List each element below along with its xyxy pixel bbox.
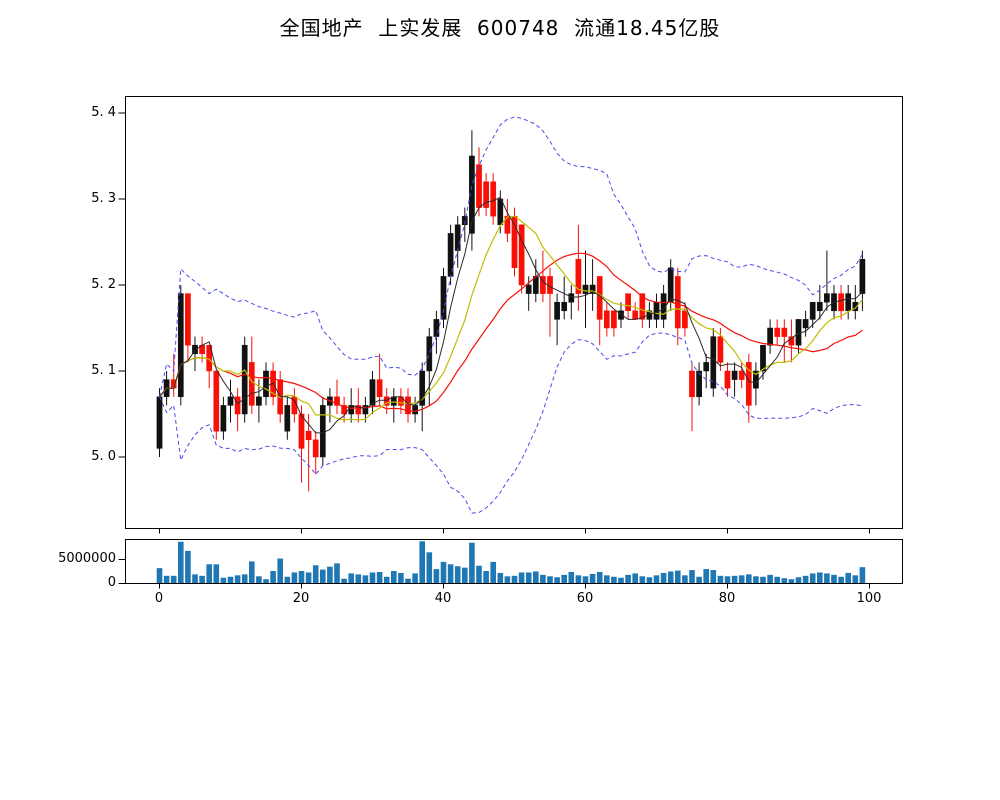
axes-borders xyxy=(125,96,903,584)
volume-tick-label: 0 xyxy=(107,575,116,590)
y-tick-label: 5. 2 xyxy=(91,277,116,292)
ma5-line xyxy=(159,196,863,434)
x-tick-label: 100 xyxy=(856,591,882,606)
bollinger-upper-line xyxy=(159,116,863,397)
x-tick-label: 60 xyxy=(576,591,594,606)
x-tick-label: 80 xyxy=(718,591,736,606)
volume-layer xyxy=(156,541,866,583)
chart-title: 全国地产 上实发展 600748 流通18.45亿股 xyxy=(279,16,721,40)
x-tick-label: 0 xyxy=(154,591,164,606)
overlay-lines xyxy=(159,116,863,514)
axis-ticks xyxy=(118,112,870,589)
bollinger-lower-line xyxy=(159,332,863,514)
y-tick-label: 5. 1 xyxy=(91,363,116,378)
volume-tick-label: 5000000 xyxy=(58,551,116,566)
candles-layer xyxy=(156,130,866,492)
y-tick-label: 5. 3 xyxy=(91,191,116,206)
y-tick-label: 5. 4 xyxy=(91,105,116,120)
y-tick-label: 5. 0 xyxy=(91,449,116,464)
x-tick-label: 20 xyxy=(292,591,310,606)
ma10-line xyxy=(159,215,863,421)
ma20-line xyxy=(159,252,863,413)
x-tick-label: 40 xyxy=(434,591,452,606)
